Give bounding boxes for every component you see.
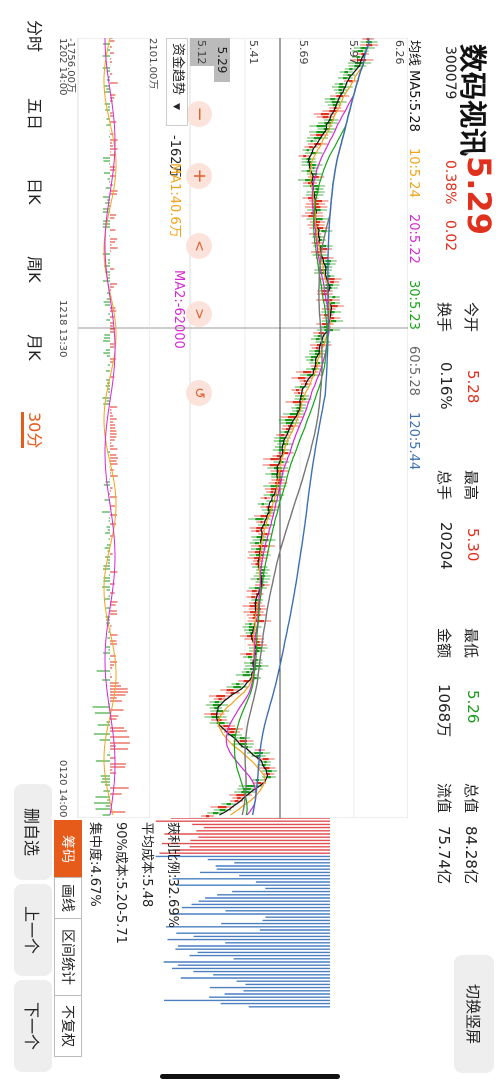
chip-concentration: 集中度:4.67% xyxy=(87,822,102,907)
kline-chart[interactable] xyxy=(78,38,408,818)
volume-value: 20204 xyxy=(437,522,455,570)
time-axis-left: 1202 14:00 xyxy=(57,38,68,96)
time-axis-mid: 1218 13:30 xyxy=(57,300,68,358)
stock-name: 数码视讯 xyxy=(456,44,489,157)
low-value: 5.26 xyxy=(464,690,482,724)
tab-period-4[interactable]: 月K xyxy=(25,334,44,361)
zoom-out-button[interactable]: − xyxy=(186,101,212,127)
fund-ma2: MA2:-62000 xyxy=(171,270,186,349)
dropdown-triangle-icon: ▼ xyxy=(171,103,181,111)
float-value: 75.74亿 xyxy=(435,826,453,884)
change-amt: 0.02 xyxy=(442,220,458,252)
turnover-value: 0.16% xyxy=(437,362,455,410)
open-label: 今开 xyxy=(462,302,480,333)
time-axis-right: 0120 14:00 xyxy=(57,760,68,818)
price-axis-label: 5.69 xyxy=(297,40,310,65)
remove-watchlist-button[interactable]: 删自选 xyxy=(14,784,52,880)
tab-period-0[interactable]: 分时 xyxy=(25,20,44,53)
change-pct: 0.38% xyxy=(442,160,458,205)
next-stock-button[interactable]: 下一个 xyxy=(14,980,52,1072)
current-price-tag: 5.29 xyxy=(214,38,230,82)
ma60-legend: 60:5.28 xyxy=(406,346,421,396)
high-label: 最高 xyxy=(462,470,480,501)
tab-period-2[interactable]: 日K xyxy=(25,178,44,205)
previous-stock-button[interactable]: 上一个 xyxy=(14,884,52,976)
chip-cost-90: 90%成本:5.20-5.71 xyxy=(113,822,128,944)
open-value: 5.28 xyxy=(464,370,482,404)
float-label: 流值 xyxy=(435,783,453,814)
tab-period-1[interactable]: 五日 xyxy=(25,98,44,131)
ma-legend: 均线 MA5:5.28 10:5.24 20:5.22 30:5.23 60:5… xyxy=(406,40,425,470)
next-period-button[interactable]: > xyxy=(186,301,212,327)
fund-selector[interactable]: 资金趋势 ▼ xyxy=(166,38,188,126)
fund-selector-label: 资金趋势 xyxy=(170,43,185,96)
mktcap-label: 总值 xyxy=(462,783,480,814)
zoom-in-button[interactable]: + xyxy=(186,163,212,189)
reset-button[interactable]: ↺ xyxy=(186,380,212,406)
chip-profit-ratio: 获利比例:32.69% xyxy=(165,822,180,928)
switch-portrait-button[interactable]: 切换竖屏 xyxy=(454,955,494,1073)
price-axis-label: 5.97 xyxy=(347,40,360,65)
tab-no-adjust[interactable]: 不复权 xyxy=(54,995,82,1057)
low-label: 最低 xyxy=(462,628,480,659)
ma20-legend: 20:5.22 xyxy=(406,214,421,264)
amount-value: 1068万 xyxy=(435,684,453,738)
tab-draw[interactable]: 画线 xyxy=(54,877,82,919)
ma30-legend: 30:5.23 xyxy=(406,280,421,330)
volume-label: 总手 xyxy=(435,470,453,501)
price-axis-label: 5.41 xyxy=(247,40,260,65)
amount-label: 金额 xyxy=(435,628,453,659)
tab-period-3[interactable]: 周K xyxy=(25,256,44,283)
price-axis-label: 6.26 xyxy=(393,40,406,65)
ma5-legend: 均线 MA5:5.28 xyxy=(406,40,421,132)
chip-avg-cost: 平均成本:5.48 xyxy=(139,822,154,908)
turnover-label: 换手 xyxy=(435,302,453,333)
fund-flow-chart[interactable] xyxy=(70,38,150,818)
tab-range-stats[interactable]: 区间统计 xyxy=(54,918,82,996)
home-indicator xyxy=(160,1074,340,1079)
stock-code: 300079 xyxy=(442,46,458,100)
chip-distribution-chart xyxy=(155,818,330,1008)
price-axis-label: 5.12 xyxy=(195,40,208,65)
prev-period-button[interactable]: < xyxy=(186,233,212,259)
tab-chip[interactable]: 筹码 xyxy=(54,820,82,878)
mktcap-value: 84.28亿 xyxy=(462,826,480,884)
fund-ma1: MA1:40.6万 xyxy=(167,163,182,238)
high-value: 5.30 xyxy=(464,528,482,562)
ma10-legend: 10:5.24 xyxy=(406,147,421,198)
stock-price: 5.29 xyxy=(460,156,498,235)
tab-period-5[interactable]: 30分 xyxy=(21,412,48,449)
ma120-legend: 120:5.44 xyxy=(406,412,421,471)
